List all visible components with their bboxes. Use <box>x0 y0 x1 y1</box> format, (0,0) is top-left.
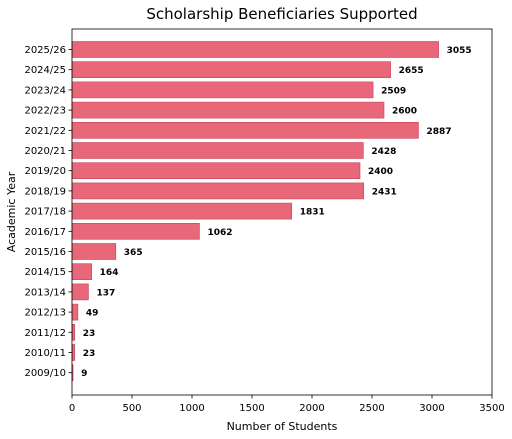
value-label: 1062 <box>207 228 232 238</box>
bar-2021-22 <box>71 122 419 139</box>
y-tick-label: 2012/13 <box>24 308 66 319</box>
y-tick-label: 2021/22 <box>24 126 66 137</box>
plot-frame <box>71 28 493 396</box>
bar-2018-19 <box>71 182 365 200</box>
x-axis-label: Number of Students <box>227 420 338 433</box>
y-tick-label: 2017/18 <box>24 207 66 218</box>
value-label: 23 <box>83 349 96 359</box>
bar-2022-23 <box>71 101 385 119</box>
x-tick-label: 500 <box>122 403 141 414</box>
x-tick-label: 2000 <box>299 403 324 414</box>
value-label: 2431 <box>372 187 397 197</box>
x-tick-label: 3500 <box>479 403 504 414</box>
y-tick-label: 2020/21 <box>24 146 66 157</box>
y-axis-label: Academic Year <box>5 171 18 252</box>
y-tick-label: 2019/20 <box>24 166 66 177</box>
y-tick-label: 2010/11 <box>24 348 66 359</box>
bar-2011-12 <box>71 323 76 341</box>
y-tick-label: 2009/10 <box>24 368 66 379</box>
bar-2023-24 <box>71 81 374 99</box>
x-tick-label: 3000 <box>419 403 444 414</box>
value-label: 49 <box>86 309 99 319</box>
value-label: 1831 <box>300 208 325 218</box>
bar-2012-13 <box>71 303 79 321</box>
value-label: 2887 <box>426 127 451 137</box>
y-tick-label: 2022/23 <box>24 106 66 117</box>
value-label: 365 <box>124 248 143 258</box>
x-tick-label: 1000 <box>179 403 204 414</box>
value-label: 23 <box>83 329 96 339</box>
y-tick-label: 2025/26 <box>24 45 66 56</box>
y-tick-label: 2015/16 <box>24 247 66 258</box>
y-tick-label: 2018/19 <box>24 186 66 197</box>
y-tick-label: 2013/14 <box>24 287 66 298</box>
value-label: 2509 <box>381 86 406 96</box>
x-tick-label: 0 <box>69 403 75 414</box>
bar-2020-21 <box>71 142 364 159</box>
value-label: 2600 <box>392 107 417 117</box>
value-label: 137 <box>96 288 115 298</box>
y-tick-label: 2014/15 <box>24 267 66 278</box>
value-label: 2400 <box>368 167 393 177</box>
value-label: 9 <box>81 369 87 379</box>
x-tick-label: 1500 <box>239 403 264 414</box>
chart-title: Scholarship Beneficiaries Supported <box>146 5 417 23</box>
value-label: 2655 <box>399 66 424 76</box>
bar-2015-16 <box>71 243 117 260</box>
y-axis-ticks: 2025/26 2024/25 2023/24 2022/23 2021/22 2020/… <box>24 45 72 379</box>
bar-2019-20 <box>71 162 361 179</box>
value-label: 2428 <box>371 147 396 157</box>
bar-2017-18 <box>71 202 293 220</box>
bar-2024-25 <box>71 61 391 79</box>
x-tick-label: 2500 <box>359 403 384 414</box>
bar-2010-11 <box>71 344 76 361</box>
bar-2014-15 <box>71 263 92 281</box>
y-tick-label: 2011/12 <box>24 328 66 339</box>
bar-2025-26 <box>71 41 439 58</box>
y-tick-label: 2024/25 <box>24 65 66 76</box>
bar-2013-14 <box>71 283 89 301</box>
bar-2016-17 <box>71 223 200 240</box>
x-axis-ticks: 0 500 1000 1500 2000 2500 3000 3500 <box>69 395 505 414</box>
y-tick-label: 2023/24 <box>24 85 66 96</box>
value-labels-group: 3055 2655 2509 2600 2887 2428 2400 2431 1831 1062… <box>81 46 472 379</box>
value-label: 3055 <box>447 46 472 56</box>
y-tick-label: 2016/17 <box>24 227 66 238</box>
value-label: 164 <box>100 268 119 278</box>
